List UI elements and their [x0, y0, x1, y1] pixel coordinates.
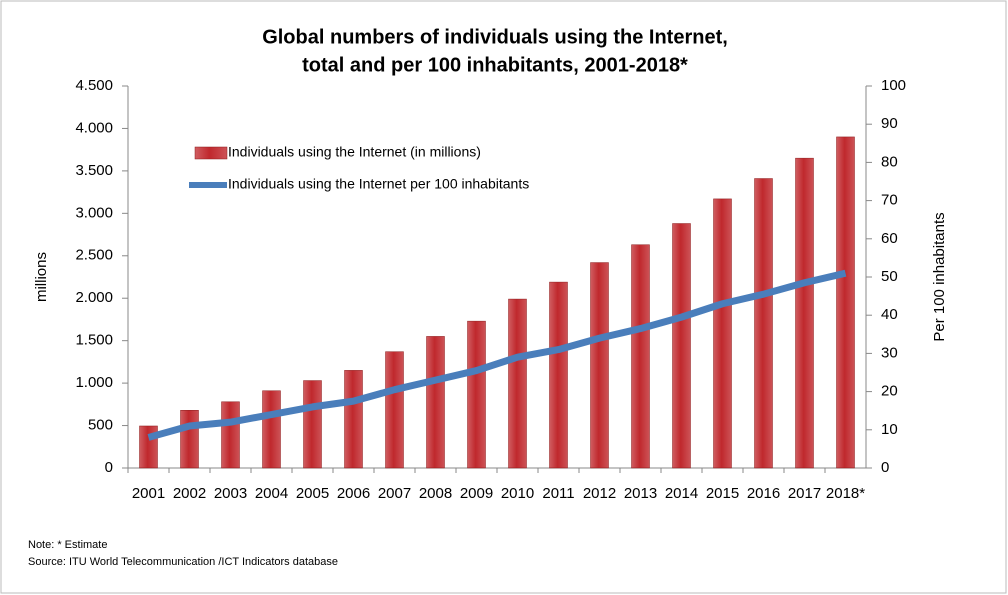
note: Note: * Estimate — [28, 539, 107, 551]
chart-title: total and per 100 inhabitants, 2001-2018… — [302, 54, 688, 76]
bar — [549, 281, 568, 469]
bar — [221, 401, 240, 469]
bar — [631, 244, 650, 469]
bar — [590, 262, 609, 469]
bar — [795, 157, 814, 469]
x-tick-label: 2007 — [378, 485, 411, 502]
x-tick-label: 2017 — [788, 485, 821, 502]
y-tick-label: 4.500 — [75, 77, 113, 94]
bar — [303, 380, 322, 469]
x-tick-label: 2008 — [419, 485, 452, 502]
x-tick-label: 2006 — [337, 485, 370, 502]
x-tick-label: 2011 — [542, 485, 574, 502]
bar — [508, 298, 527, 469]
x-tick-label: 2014 — [665, 485, 698, 502]
bar — [672, 223, 691, 469]
y2-tick-label: 20 — [881, 383, 898, 400]
y-tick-label: 1.000 — [75, 374, 113, 391]
y2-tick-label: 10 — [881, 421, 898, 438]
y-tick-label: 0 — [105, 459, 113, 476]
y2-tick-label: 90 — [881, 115, 898, 132]
x-tick-label: 2002 — [173, 485, 206, 502]
x-tick-label: 2015 — [706, 485, 739, 502]
x-tick-label: 2005 — [296, 485, 329, 502]
chart-title: Global numbers of individuals using the … — [262, 26, 728, 48]
note: Source: ITU World Telecommunication /ICT… — [28, 556, 338, 568]
bar — [713, 198, 732, 469]
bar — [836, 136, 855, 469]
y-tick-label: 1.500 — [75, 332, 113, 349]
y2-tick-label: 70 — [881, 192, 898, 209]
y-tick-label: 2.000 — [75, 289, 113, 306]
bar — [385, 351, 404, 469]
x-tick-label: 2003 — [214, 485, 247, 502]
x-tick-label: 2010 — [501, 485, 534, 502]
y-tick-label: 3.500 — [75, 162, 113, 179]
bar — [262, 390, 281, 469]
y2-tick-label: 60 — [881, 230, 898, 247]
y2-tick-label: 100 — [881, 77, 906, 94]
y-tick-label: 2.500 — [75, 247, 113, 264]
y-tick-label: 500 — [88, 417, 113, 434]
x-tick-label: 2001 — [132, 485, 165, 502]
bar — [467, 320, 486, 469]
bar — [344, 370, 363, 469]
x-tick-label: 2013 — [624, 485, 657, 502]
bar — [426, 336, 445, 469]
bar — [180, 410, 199, 469]
x-tick-label: 2004 — [255, 485, 288, 502]
bar — [754, 178, 773, 469]
y2-axis-label: Per 100 inhabitants — [931, 212, 948, 341]
x-tick-label: 2012 — [583, 485, 616, 502]
y2-tick-label: 80 — [881, 153, 898, 170]
y2-tick-label: 30 — [881, 344, 898, 361]
legend-label: Individuals using the Internet per 100 i… — [228, 176, 529, 192]
y2-tick-label: 0 — [881, 459, 889, 476]
x-tick-label: 2009 — [460, 485, 493, 502]
legend-label: Individuals using the Internet (in milli… — [228, 144, 481, 160]
y-axis-label: millions — [33, 252, 50, 302]
x-tick-label: 2016 — [747, 485, 780, 502]
y2-tick-label: 40 — [881, 306, 898, 323]
line — [147, 269, 847, 441]
y2-tick-label: 50 — [881, 268, 898, 285]
x-tick-label: 2018* — [826, 485, 865, 502]
y-tick-label: 3.000 — [75, 204, 113, 221]
y-tick-label: 4.000 — [75, 119, 113, 136]
legend-swatch — [194, 146, 228, 160]
